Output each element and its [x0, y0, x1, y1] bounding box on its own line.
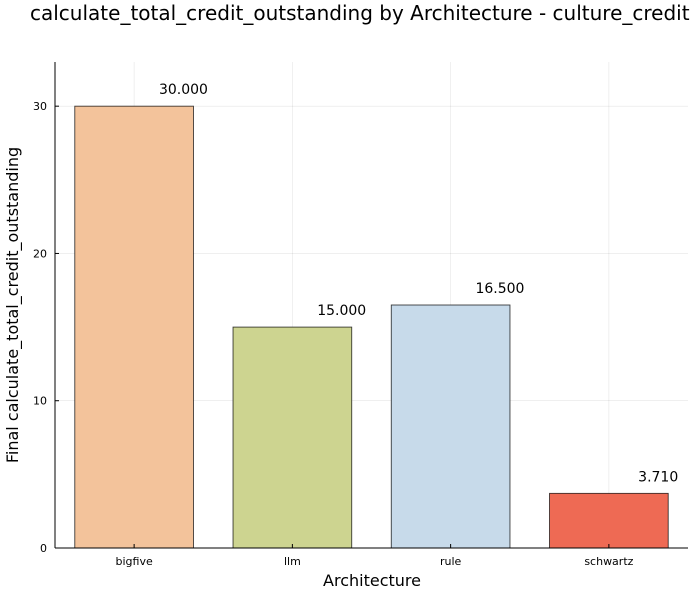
- x-tick-label: llm: [284, 555, 301, 568]
- x-tick-label: rule: [440, 555, 462, 568]
- y-axis-label: Final calculate_total_credit_outstanding: [3, 147, 23, 463]
- axes: [54, 62, 688, 549]
- x-tick-label: bigfive: [116, 555, 153, 568]
- data-label: 16.500: [475, 281, 524, 297]
- data-label: 3.710: [638, 469, 678, 485]
- bar-schwartz: [549, 492, 669, 549]
- y-tick-label: 10: [33, 395, 47, 408]
- x-tick-label: schwartz: [584, 555, 633, 568]
- labels: 0 10 20 30 bigfive 30.000 llm 15.000 rule 16.500 s…: [33, 82, 678, 568]
- y-tick-label: 30: [33, 100, 47, 113]
- y-tick-label: 20: [33, 247, 47, 260]
- data-label: 15.000: [317, 303, 366, 319]
- bars: [74, 105, 669, 549]
- y-tick-label: 0: [40, 542, 47, 555]
- x-axis-label: Architecture: [323, 571, 421, 590]
- bar-bigfive: [74, 105, 194, 549]
- bar-rule: [390, 304, 511, 549]
- chart-title: calculate_total_credit_outstanding by Ar…: [30, 1, 690, 25]
- data-label: 30.000: [159, 82, 208, 98]
- bar-llm: [232, 326, 353, 549]
